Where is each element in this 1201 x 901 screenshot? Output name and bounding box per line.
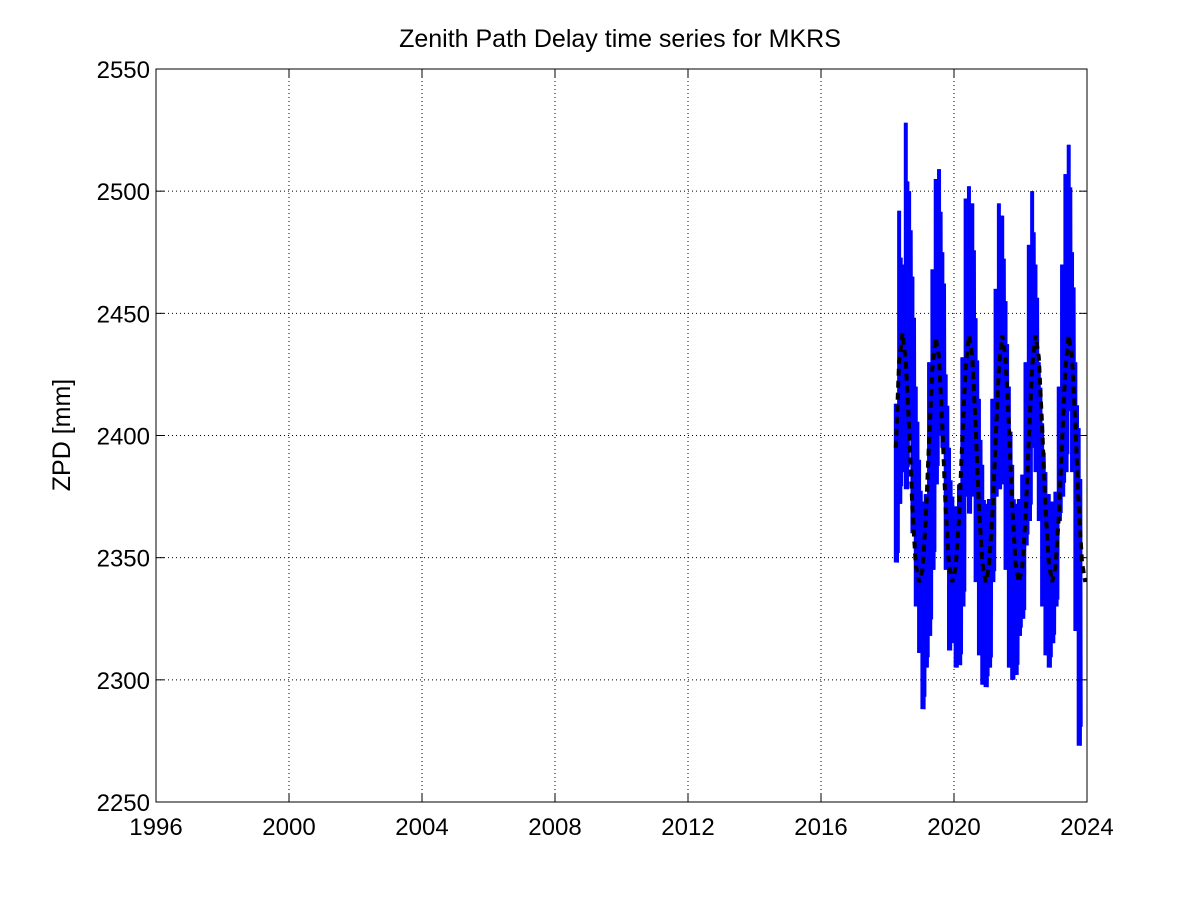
chart-title: Zenith Path Delay time series for MKRS: [399, 25, 841, 53]
x-tick-label: 1996: [129, 814, 182, 841]
y-tick-label: 2500: [97, 179, 150, 206]
y-tick-label: 2450: [97, 301, 150, 328]
series-layer: [893, 122, 1088, 746]
x-tick-label: 2008: [528, 814, 581, 841]
y-tick-label: 2350: [97, 546, 150, 573]
x-tick-label: 2024: [1060, 814, 1113, 841]
x-tick-label: 2012: [661, 814, 714, 841]
x-tick-label: 2020: [927, 814, 980, 841]
y-tick-labels: 2250 2300 2350 2400 2450 2500 2550: [97, 57, 150, 817]
tick-marks: [155, 68, 1088, 803]
y-tick-label: 2300: [97, 668, 150, 695]
y-tick-label: 2550: [97, 57, 150, 84]
y-tick-label: 2250: [97, 790, 150, 817]
x-tick-label: 2016: [794, 814, 847, 841]
x-tick-labels: 1996 2000 2004 2008 2012 2016 2020 2024: [129, 814, 1113, 841]
x-tick-label: 2004: [395, 814, 448, 841]
y-axis-label: ZPD [mm]: [48, 379, 76, 492]
y-tick-label: 2400: [97, 424, 150, 451]
x-tick-label: 2000: [262, 814, 315, 841]
